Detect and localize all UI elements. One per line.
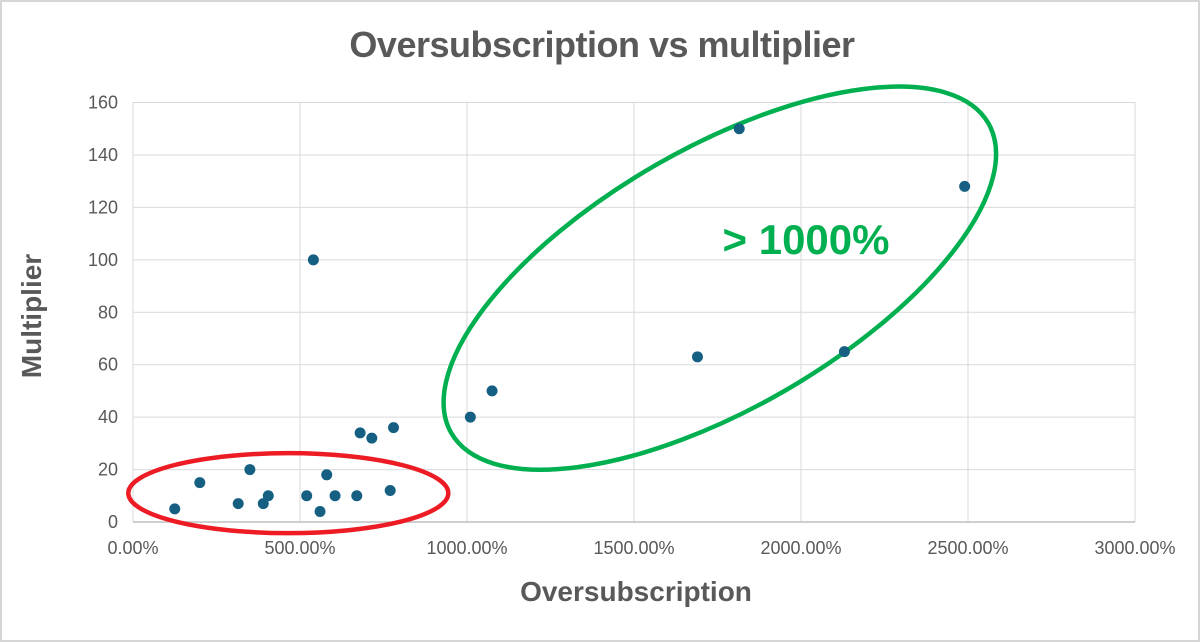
data-point [169,503,181,515]
data-point [354,427,366,439]
data-point [733,123,745,135]
x-tick-label: 3000.00% [1094,538,1175,558]
data-point [959,180,971,192]
data-point [244,464,256,476]
data-point [194,477,206,489]
data-point [321,469,333,481]
data-point [307,254,319,266]
y-tick-label: 20 [98,460,118,480]
y-tick-label: 100 [88,250,118,270]
data-point [301,490,313,502]
data-point [314,506,326,518]
data-point [838,346,850,358]
x-tick-label: 500.00% [264,538,335,558]
data-point [486,385,498,397]
x-tick-label: 1000.00% [426,538,507,558]
data-point [384,485,396,497]
y-tick-label: 120 [88,197,118,217]
y-tick-label: 0 [108,512,118,532]
data-point [351,490,363,502]
data-point [388,422,400,434]
low-cluster-ellipse [126,450,451,536]
data-point [232,498,244,510]
data-point [366,432,378,444]
high-cluster-ellipse [441,84,999,472]
y-tick-label: 80 [98,302,118,322]
x-tick-label: 2500.00% [927,538,1008,558]
x-tick-label: 0.00% [107,538,158,558]
data-point [262,490,274,502]
x-tick-label: 1500.00% [593,538,674,558]
data-point [329,490,341,502]
data-point [464,411,476,423]
data-point [691,351,703,363]
y-tick-label: 140 [88,145,118,165]
x-axis-title: Oversubscription [520,576,752,607]
y-tick-label: 60 [98,355,118,375]
data-point [257,498,269,510]
y-tick-label: 160 [88,93,118,113]
annotation-label: > 1000% [723,216,890,263]
y-tick-label: 40 [98,407,118,427]
x-tick-label: 2000.00% [760,538,841,558]
chart-title: Oversubscription vs multiplier [349,24,855,65]
